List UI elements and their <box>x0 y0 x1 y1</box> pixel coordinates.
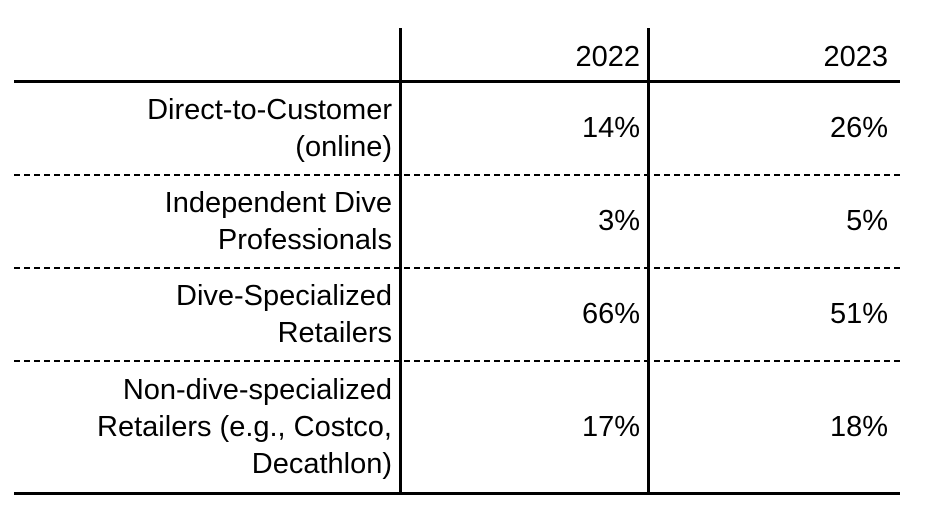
row-value-2022: 14% <box>581 112 640 144</box>
header-rule <box>14 80 900 83</box>
row-label: Direct-to-Customer (online) <box>147 93 392 163</box>
header-cell-label <box>14 28 392 80</box>
row-divider-3 <box>14 360 900 362</box>
row-divider-2 <box>14 267 900 269</box>
row-value-2023: 5% <box>846 205 888 237</box>
row-value-2023: 51% <box>829 298 888 330</box>
row-divider-1 <box>14 174 900 176</box>
column-divider-2 <box>647 28 650 494</box>
header-cell-2022: 2022 <box>575 41 640 73</box>
row-label: Independent Dive Professionals <box>164 186 392 256</box>
row-value-2022: 66% <box>581 298 640 330</box>
header-cell-2023: 2023 <box>823 41 888 73</box>
column-divider-1 <box>399 28 402 494</box>
row-value-2022: 17% <box>581 410 640 443</box>
bottom-rule <box>14 492 900 495</box>
row-value-2023: 26% <box>829 112 888 144</box>
row-value-2023: 18% <box>829 410 888 443</box>
row-value-2022: 3% <box>598 205 640 237</box>
row-label: Dive-Specialized Retailers <box>176 279 392 349</box>
row-label: Non-dive-specialized Retailers (e.g., Co… <box>97 373 392 480</box>
